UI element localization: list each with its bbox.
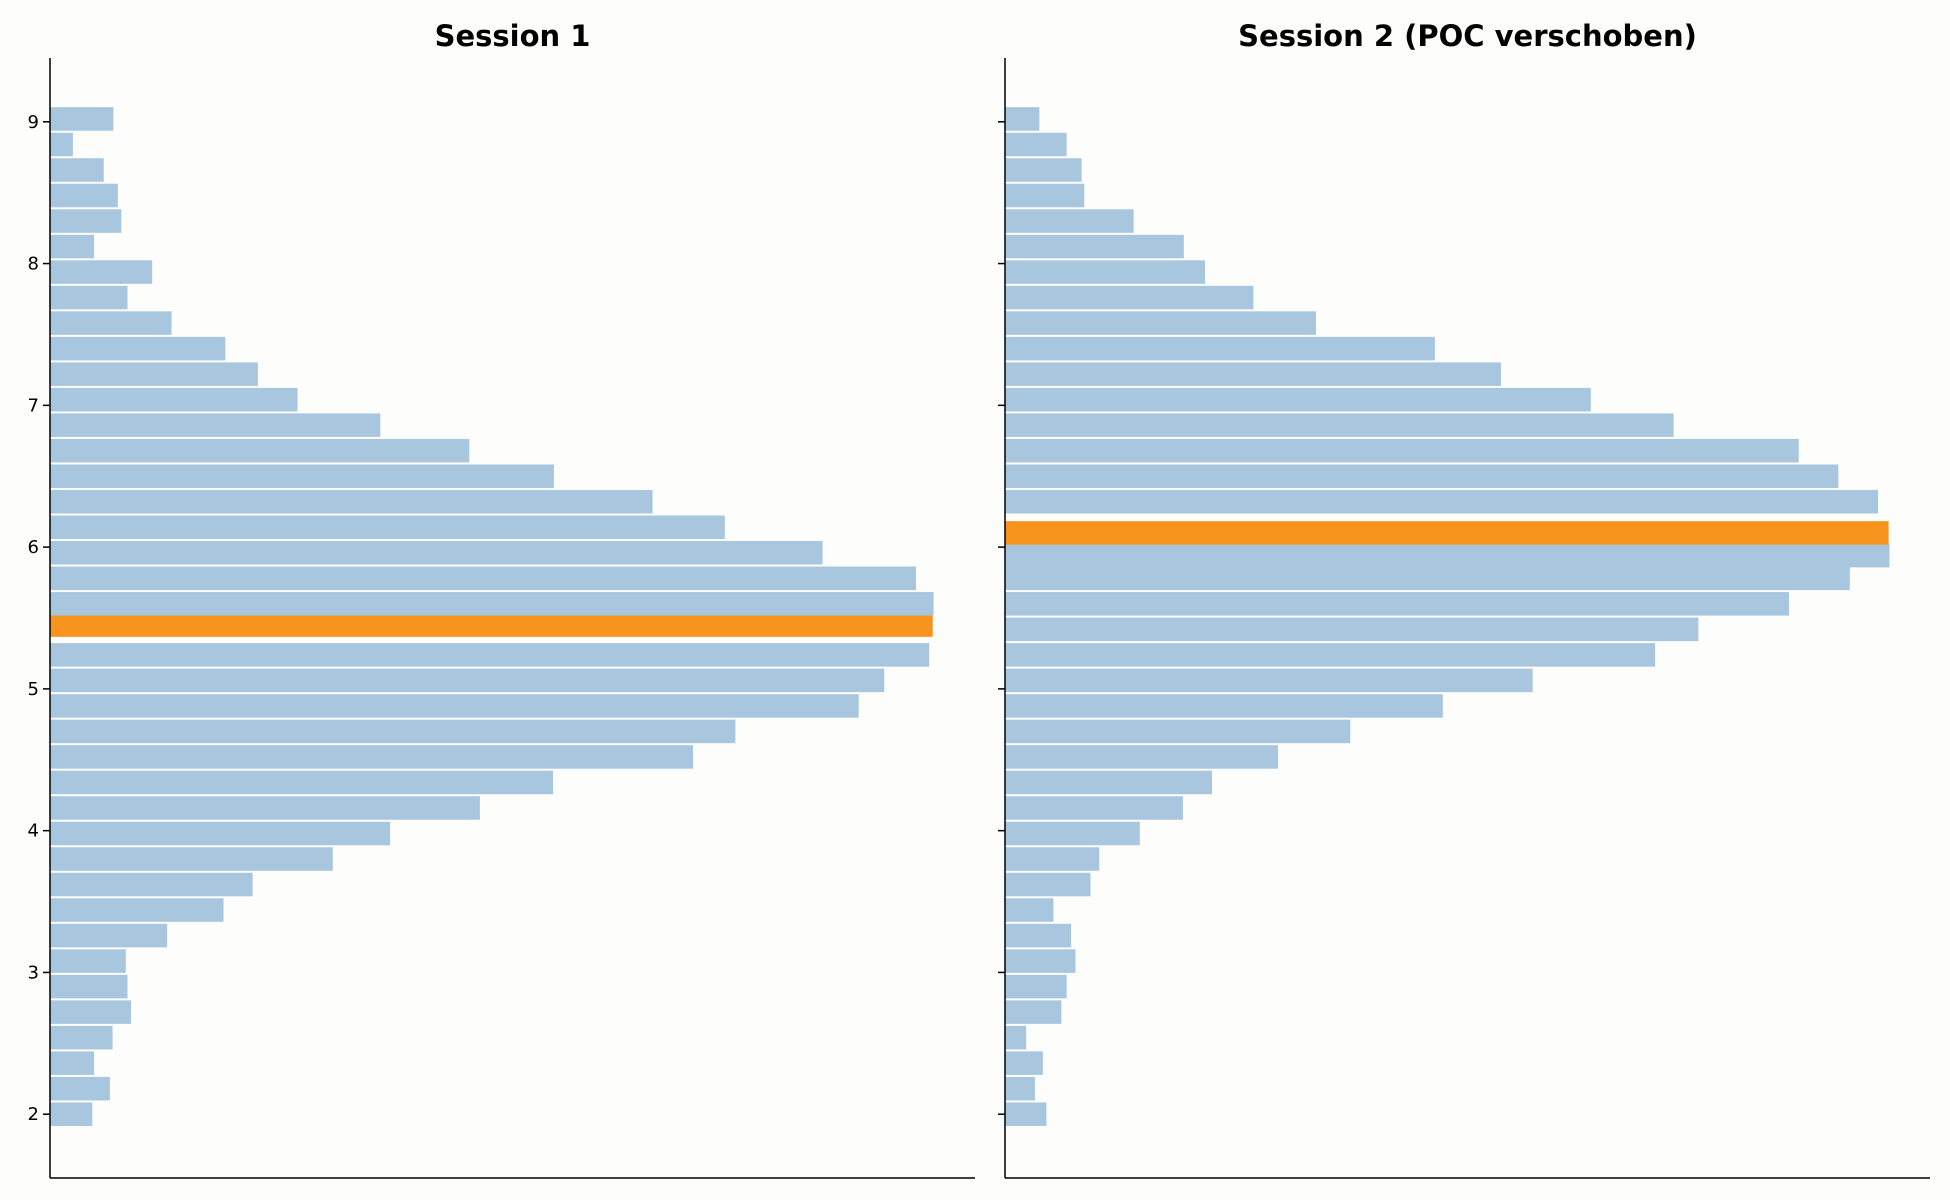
session-2-bar [1005,438,1799,463]
session-2-bar [1005,1102,1047,1126]
session-1-bar [50,1000,132,1024]
session-2-bar [1005,387,1591,412]
session-1-bar [50,132,73,157]
session-1-highlight-bar [50,613,933,637]
session-2-bar [1005,617,1699,642]
session-2-bar [1005,209,1134,233]
session-1-y-ticks: 2 3 4 5 6 7 8 9 [28,112,50,1125]
session-1-bar [50,1051,95,1075]
session-2-bar [1005,1051,1043,1075]
session-1-bar [50,592,934,616]
y-tick-label: 9 [28,112,39,133]
session-1-bar [50,387,298,412]
session-1-bar [50,796,480,820]
session-2-bar [1005,1025,1027,1050]
session-2-bar [1005,183,1085,208]
session-2-y-ticks [998,121,1005,1115]
session-1-bar [50,1102,93,1126]
session-1-bar [50,107,114,131]
session-1-bar [50,209,122,233]
session-2-bar [1005,311,1316,335]
y-tick-label: 4 [28,821,39,842]
session-2-bar [1005,107,1040,131]
session-2-bar [1005,158,1082,182]
session-1-bar [50,541,823,565]
y-tick-label: 6 [28,537,39,558]
y-tick-label: 2 [28,1104,39,1125]
session-1-bar [50,336,226,361]
session-2-bar [1005,413,1674,437]
session-2-bar [1005,847,1100,871]
session-1-bar [50,311,172,335]
session-1-bar [50,413,381,437]
session-1-bar [50,974,128,999]
session-1-panel: Session 1 2 3 4 5 6 7 8 9 [28,19,975,1179]
session-2-bar [1005,1076,1035,1101]
session-1-bar [50,898,224,922]
session-2-bar [1005,336,1435,361]
session-2-bar [1005,694,1443,718]
session-2-bar [1005,566,1850,591]
session-1-bar [50,694,859,718]
session-2-title: Session 2 (POC verschoben) [1238,19,1697,53]
session-2-bar [1005,719,1351,744]
session-1-bar [50,719,736,744]
session-1-bar [50,872,253,897]
y-tick-label: 3 [28,962,39,983]
session-1-bar [50,847,333,871]
session-2-bar [1005,898,1054,922]
session-2-bar [1005,1000,1062,1024]
session-1-bar [50,260,153,284]
session-2-bar [1005,770,1213,795]
session-1-bar [50,362,258,386]
session-1-bar [50,821,391,846]
session-1-bars [50,107,934,1126]
session-1-bar [50,183,118,208]
session-2-bar [1005,489,1879,514]
session-1-bar [50,515,725,540]
session-2-bar [1005,821,1140,846]
session-2-bar [1005,260,1205,284]
session-1-bar [50,1025,113,1050]
session-1-bar [50,158,104,182]
session-1-bar [50,234,95,259]
session-1-bar [50,1076,110,1101]
session-1-bar [50,923,168,948]
session-2-bar [1005,132,1067,157]
y-tick-label: 8 [28,254,39,275]
session-1-bar [50,668,885,693]
session-2-bar [1005,745,1279,769]
session-2-bar [1005,464,1839,488]
session-1-bar [50,566,916,591]
session-2-bar [1005,923,1072,948]
session-1-bar [50,438,470,463]
session-2-bar [1005,362,1501,386]
session-2-bar [1005,643,1656,667]
session-1-bar [50,770,554,795]
session-1-bar [50,643,930,667]
session-2-bar [1005,872,1091,897]
session-2-bar [1005,543,1890,568]
session-2-bar [1005,668,1533,693]
y-tick-label: 5 [28,679,39,700]
session-1-title: Session 1 [435,19,591,53]
session-2-panel: Session 2 (POC verschoben) [998,19,1930,1179]
session-1-bar [50,285,128,310]
session-2-bar [1005,234,1184,259]
session-2-bars [1005,107,1890,1126]
session-2-bar [1005,285,1254,310]
session-1-bar [50,464,554,488]
y-tick-label: 7 [28,395,39,416]
session-1-bar [50,489,653,514]
session-2-bar [1005,949,1076,973]
session-2-bar [1005,974,1067,999]
session-2-bar [1005,796,1183,820]
session-1-bar [50,949,126,973]
session-2-highlight-bar [1005,521,1889,545]
session-1-bar [50,745,694,769]
session-2-bar [1005,592,1790,616]
